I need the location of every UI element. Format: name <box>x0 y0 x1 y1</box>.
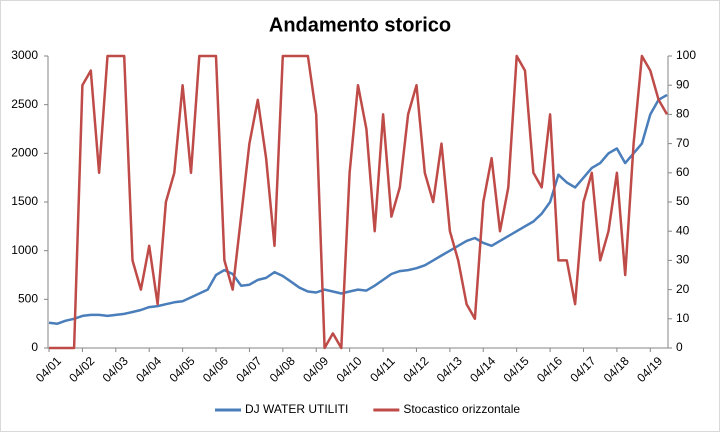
series-line <box>49 54 669 350</box>
y2-tick-label: 40 <box>676 223 690 237</box>
y2-tick-label: 100 <box>676 48 696 62</box>
y2-tick-label: 70 <box>676 136 690 150</box>
y2-tick-label: 30 <box>676 253 690 267</box>
y2-tick-label: 90 <box>676 77 690 91</box>
y-tick-label: 1500 <box>11 194 38 208</box>
y2-tick-label: 0 <box>676 340 683 354</box>
y-tick-label: 3000 <box>11 48 38 62</box>
y2-tick-label: 50 <box>676 194 690 208</box>
y2-tick-label: 20 <box>676 282 690 296</box>
y-tick-label: 2000 <box>11 146 38 160</box>
legend-label: DJ WATER UTILITI <box>245 402 348 416</box>
y2-tick-label: 80 <box>676 107 690 121</box>
y-tick-label: 1000 <box>11 243 38 257</box>
legend-label: Stocastico orizzontale <box>403 402 520 416</box>
y-tick-label: 500 <box>18 292 38 306</box>
chart-title: Andamento storico <box>269 14 451 36</box>
y-tick-label: 2500 <box>11 97 38 111</box>
y2-tick-label: 60 <box>676 165 690 179</box>
y2-tick-label: 10 <box>676 311 690 325</box>
series-line <box>48 93 668 325</box>
y-tick-label: 0 <box>31 340 38 354</box>
